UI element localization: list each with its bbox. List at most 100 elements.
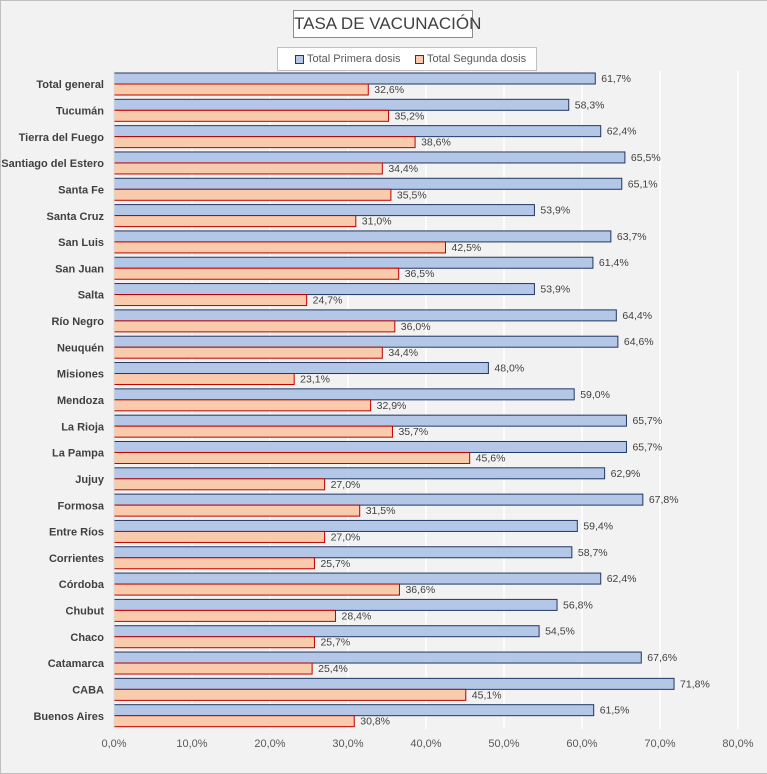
- bar-segunda-dosis: [113, 83, 369, 96]
- data-label-segunda-dosis: 35,2%: [395, 110, 425, 122]
- x-tick-label: 30,0%: [332, 738, 363, 750]
- category-label: Buenos Aires: [33, 711, 104, 723]
- data-label-segunda-dosis: 36,0%: [401, 321, 431, 333]
- data-label-segunda-dosis: 25,7%: [320, 637, 350, 649]
- data-label-segunda-dosis: 36,6%: [405, 584, 435, 596]
- bar-segunda-dosis: [113, 583, 400, 596]
- data-label-primera-dosis: 58,7%: [578, 547, 608, 559]
- data-label-primera-dosis: 56,8%: [563, 599, 593, 611]
- data-label-primera-dosis: 67,8%: [649, 494, 679, 506]
- category-label: Tucumán: [56, 105, 104, 117]
- data-label-segunda-dosis: 28,4%: [342, 610, 372, 622]
- category-label: Río Negro: [51, 316, 104, 328]
- bar-segunda-dosis: [113, 346, 383, 359]
- data-label-segunda-dosis: 45,6%: [476, 452, 506, 464]
- bar-segunda-dosis: [113, 241, 446, 254]
- category-label: Santiago del Estero: [1, 158, 104, 170]
- data-label-segunda-dosis: 32,9%: [377, 400, 407, 412]
- bar-segunda-dosis: [113, 320, 396, 333]
- category-label: Formosa: [58, 500, 105, 512]
- bar-primera-dosis: [113, 335, 619, 348]
- data-label-segunda-dosis: 32,6%: [374, 84, 404, 96]
- bar-primera-dosis: [113, 677, 675, 690]
- bar-primera-dosis: [113, 572, 602, 585]
- bar-segunda-dosis: [113, 715, 355, 728]
- bar-segunda-dosis: [113, 662, 313, 675]
- bar-segunda-dosis: [113, 557, 315, 570]
- data-label-primera-dosis: 62,4%: [607, 573, 637, 585]
- bar-segunda-dosis: [113, 530, 326, 543]
- data-label-segunda-dosis: 45,1%: [472, 689, 502, 701]
- bar-segunda-dosis: [113, 451, 471, 464]
- bar-segunda-dosis: [113, 609, 337, 622]
- data-label-segunda-dosis: 35,5%: [397, 189, 427, 201]
- data-label-segunda-dosis: 34,4%: [388, 163, 418, 175]
- data-label-primera-dosis: 61,4%: [599, 257, 629, 269]
- bar-segunda-dosis: [113, 136, 416, 149]
- bar-segunda-dosis: [113, 162, 383, 175]
- data-label-segunda-dosis: 23,1%: [300, 374, 330, 386]
- category-label: La Rioja: [61, 421, 105, 433]
- legend-label-segunda: Total Segunda dosis: [427, 53, 527, 65]
- data-label-segunda-dosis: 27,0%: [331, 479, 361, 491]
- bar-segunda-dosis: [113, 425, 393, 438]
- data-label-segunda-dosis: 42,5%: [452, 242, 482, 254]
- data-label-primera-dosis: 64,6%: [624, 336, 654, 348]
- data-label-primera-dosis: 53,9%: [540, 284, 570, 296]
- category-label: La Pampa: [52, 448, 105, 460]
- category-label: Chaco: [70, 632, 104, 644]
- data-label-segunda-dosis: 38,6%: [421, 137, 451, 149]
- x-tick-label: 70,0%: [644, 738, 675, 750]
- bar-primera-dosis: [113, 151, 626, 164]
- bar-primera-dosis: [113, 467, 606, 480]
- category-label: San Juan: [55, 263, 104, 275]
- bar-primera-dosis: [113, 598, 558, 611]
- x-tick-label: 60,0%: [566, 738, 597, 750]
- data-label-primera-dosis: 65,7%: [632, 415, 662, 427]
- chart-title: TASA DE VACUNACIÓN: [293, 10, 481, 38]
- x-tick-label: 20,0%: [254, 738, 285, 750]
- bar-primera-dosis: [113, 230, 612, 243]
- bar-primera-dosis: [113, 704, 595, 717]
- category-label: Mendoza: [57, 395, 105, 407]
- bar-segunda-dosis: [113, 267, 400, 280]
- data-label-segunda-dosis: 36,5%: [405, 268, 435, 280]
- data-label-primera-dosis: 61,7%: [601, 73, 631, 85]
- data-label-segunda-dosis: 25,4%: [318, 663, 348, 675]
- bar-segunda-dosis: [113, 109, 390, 122]
- data-label-primera-dosis: 64,4%: [622, 310, 652, 322]
- category-label: Chubut: [66, 606, 105, 618]
- legend-label-primera: Total Primera dosis: [307, 53, 401, 65]
- data-label-segunda-dosis: 31,5%: [366, 505, 396, 517]
- legend-swatch-primera: [295, 55, 304, 64]
- data-label-segunda-dosis: 35,7%: [398, 426, 428, 438]
- data-label-primera-dosis: 61,5%: [600, 705, 630, 717]
- data-label-primera-dosis: 59,4%: [583, 520, 613, 532]
- data-label-primera-dosis: 48,0%: [494, 363, 524, 375]
- x-tick-label: 80,0%: [722, 738, 753, 750]
- category-label: Entre Ríos: [49, 527, 104, 539]
- category-label: Córdoba: [59, 579, 105, 591]
- category-label: CABA: [72, 685, 104, 697]
- data-label-primera-dosis: 67,6%: [647, 652, 677, 664]
- bar-primera-dosis: [113, 362, 489, 375]
- bar-primera-dosis: [113, 546, 573, 559]
- category-label: Total general: [36, 79, 104, 91]
- bar-primera-dosis: [113, 125, 602, 138]
- bar-segunda-dosis: [113, 688, 467, 701]
- bar-primera-dosis: [113, 309, 617, 322]
- category-label: Neuquén: [57, 342, 104, 354]
- data-label-primera-dosis: 62,4%: [607, 126, 637, 138]
- bar-primera-dosis: [113, 283, 535, 296]
- data-label-primera-dosis: 65,7%: [632, 441, 662, 453]
- data-label-segunda-dosis: 31,0%: [362, 216, 392, 228]
- data-label-segunda-dosis: 30,8%: [360, 716, 390, 728]
- bar-primera-dosis: [113, 493, 644, 506]
- category-label: Santa Fe: [58, 184, 104, 196]
- bar-segunda-dosis: [113, 294, 308, 307]
- bar-primera-dosis: [113, 204, 535, 217]
- x-tick-label: 40,0%: [410, 738, 441, 750]
- bar-segunda-dosis: [113, 399, 372, 412]
- category-label: Corrientes: [49, 553, 104, 565]
